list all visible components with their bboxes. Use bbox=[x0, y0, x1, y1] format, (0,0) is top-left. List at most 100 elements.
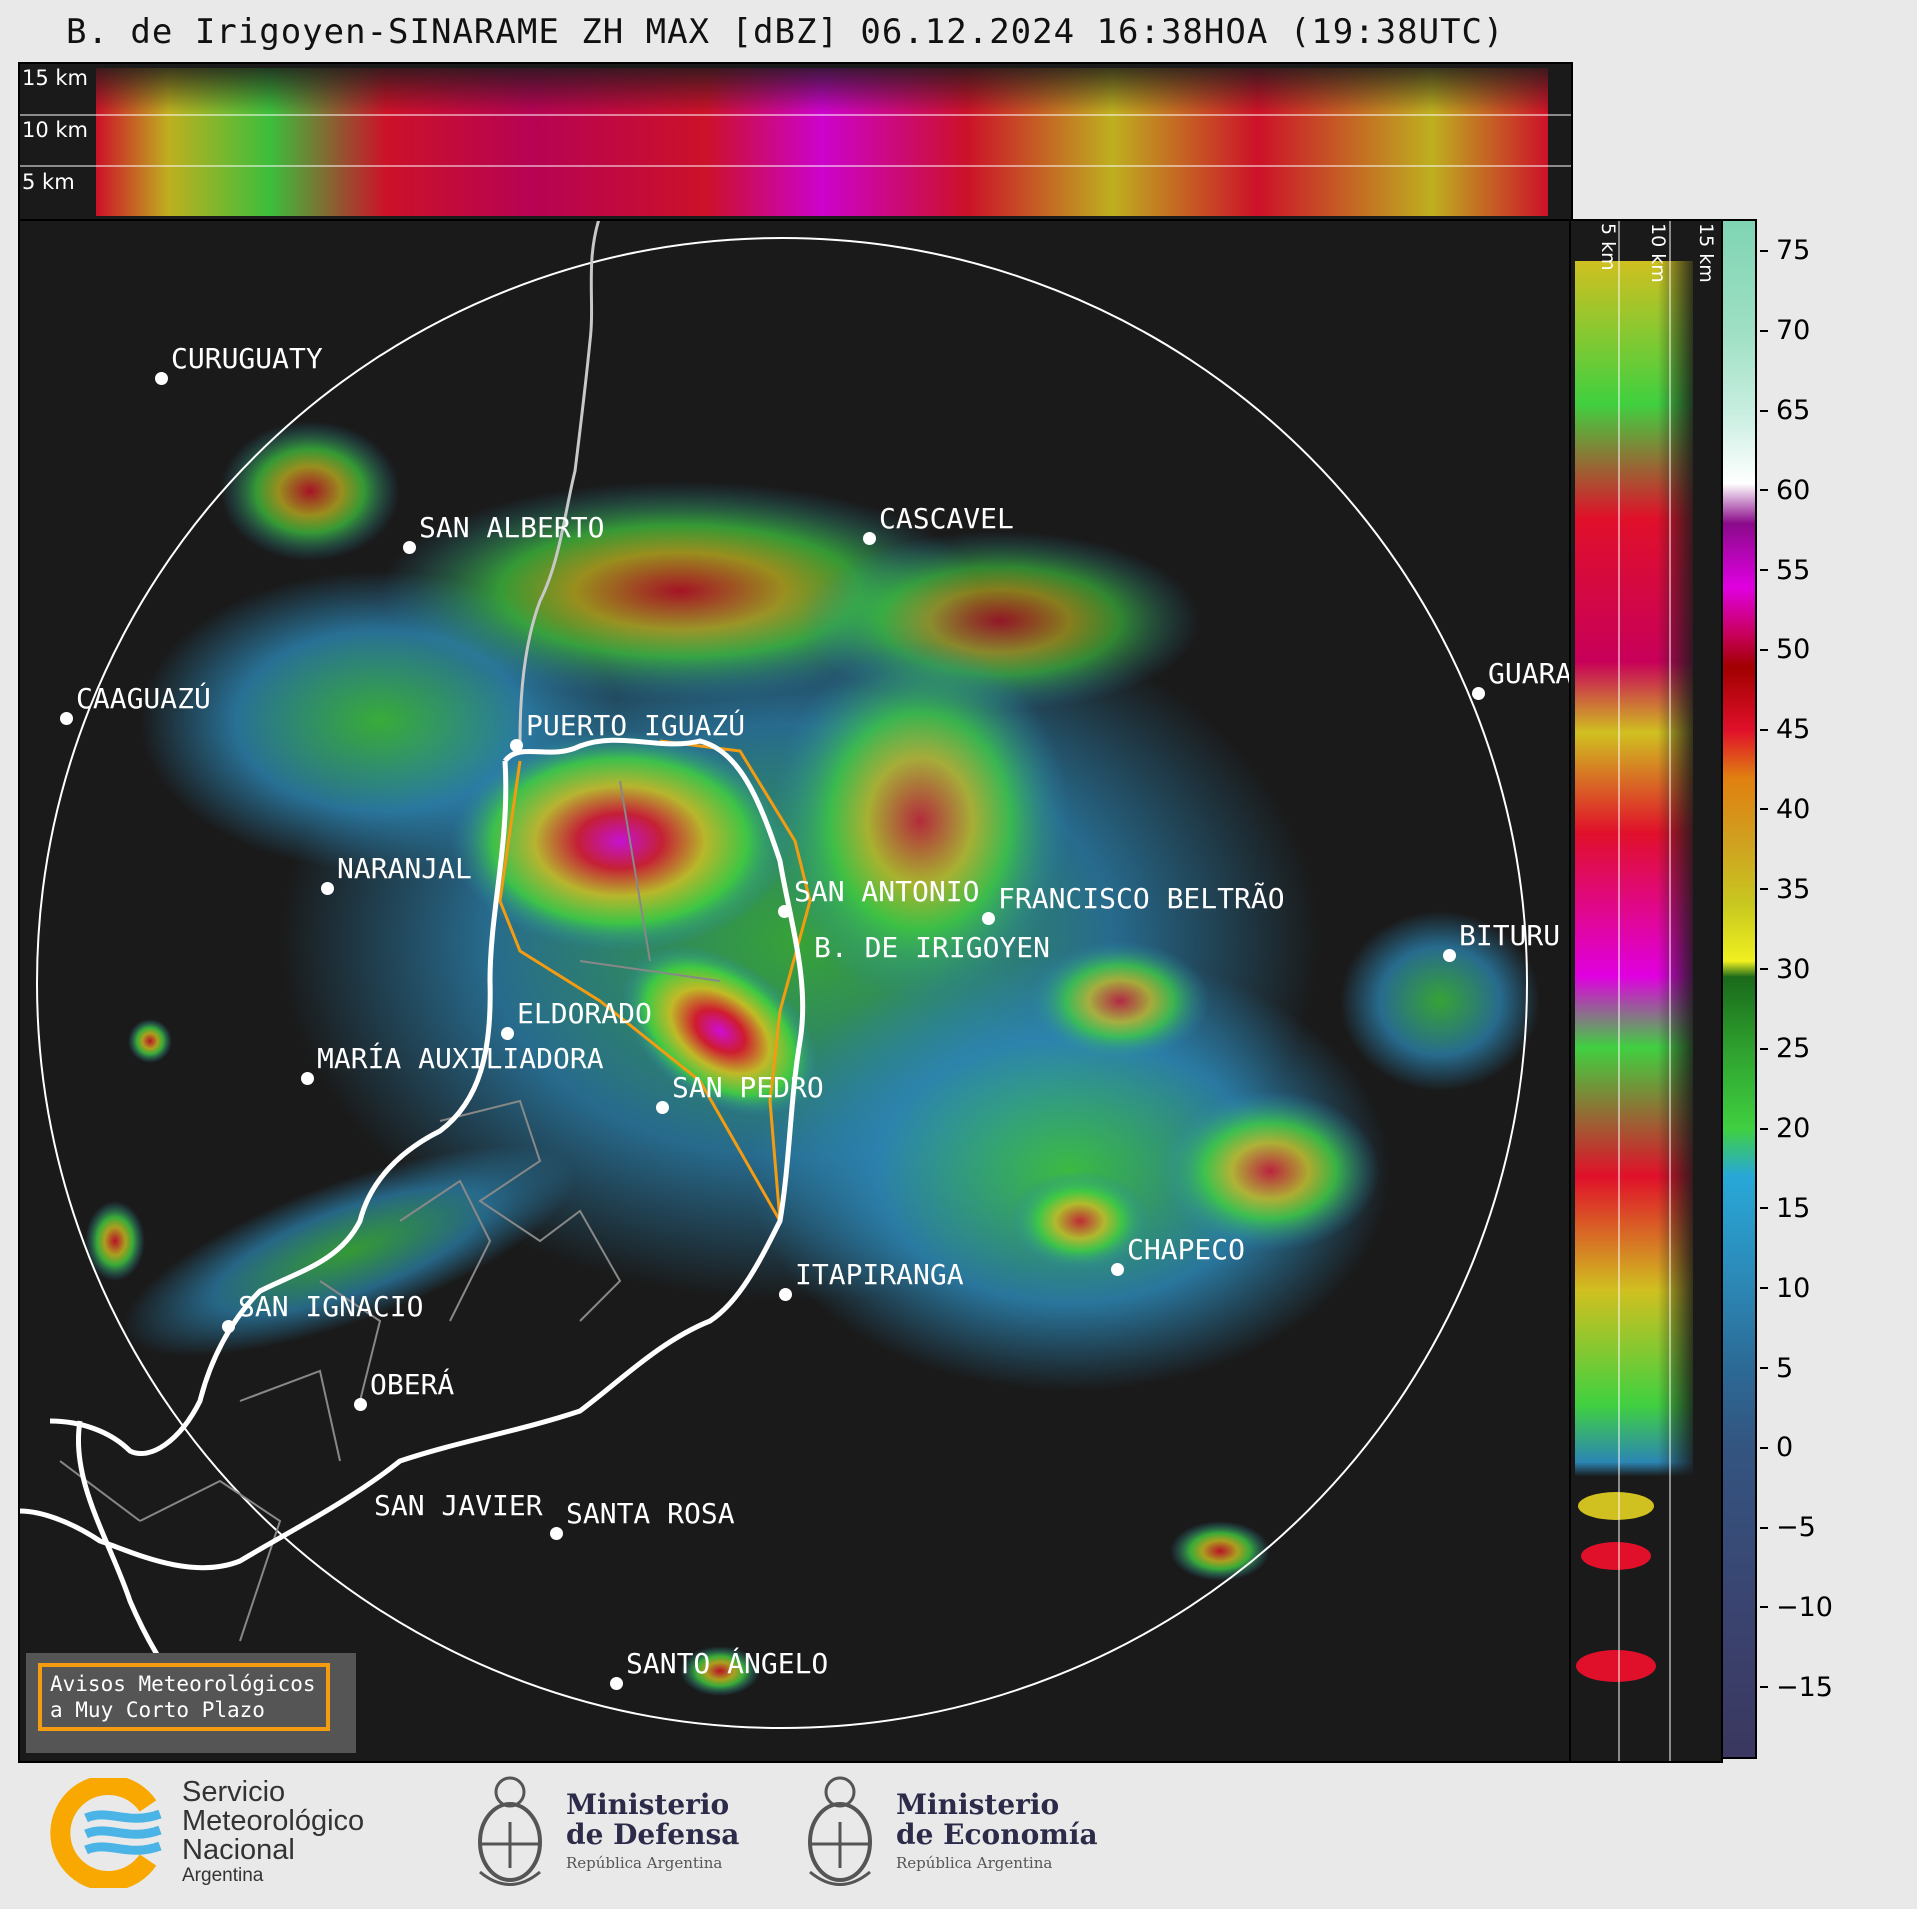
avisos-text: Avisos Meteorológicos a Muy Corto Plazo bbox=[38, 1663, 330, 1731]
colorbar-tick: 75 bbox=[1760, 235, 1810, 266]
tick-mark bbox=[1760, 1047, 1768, 1050]
tick-mark bbox=[1760, 249, 1768, 252]
colorbar-tick: −5 bbox=[1760, 1512, 1816, 1543]
city-marker-icon bbox=[1111, 1263, 1124, 1276]
dbz-colorbar bbox=[1721, 219, 1757, 1759]
coat-of-arms-icon bbox=[808, 1776, 872, 1886]
colorbar-tick: 50 bbox=[1760, 634, 1810, 665]
height-label-10km: 10 km bbox=[22, 118, 89, 142]
tick-label: 40 bbox=[1776, 793, 1811, 825]
tick-label: 35 bbox=[1776, 873, 1811, 905]
chart-title: B. de Irigoyen-SINARAME ZH MAX [dBZ] 06.… bbox=[66, 12, 1505, 52]
top-cross-section: 15 km 10 km 5 km bbox=[18, 62, 1573, 221]
height-label-15km: 15 km bbox=[1695, 223, 1717, 283]
economia-text: Ministerio de Economía bbox=[896, 1790, 1098, 1850]
smn-line-1: Servicio bbox=[182, 1776, 286, 1808]
tick-mark bbox=[1760, 1526, 1768, 1529]
colorbar-tick: −10 bbox=[1760, 1592, 1833, 1623]
footer-logos: Servicio Meteorológico Nacional Argentin… bbox=[0, 1762, 1917, 1909]
colorbar-tick: 20 bbox=[1760, 1113, 1810, 1144]
height-label-15km: 15 km bbox=[22, 66, 89, 90]
tick-mark bbox=[1760, 1367, 1768, 1369]
smn-logo-icon bbox=[50, 1778, 162, 1888]
defensa-line-1: Ministerio bbox=[566, 1788, 730, 1821]
city-marker-icon bbox=[301, 1072, 314, 1085]
colorbar-tick: 35 bbox=[1760, 874, 1810, 905]
city-marker-icon bbox=[354, 1398, 367, 1411]
city-marker-icon bbox=[982, 912, 995, 925]
colorbar-tick: 30 bbox=[1760, 954, 1810, 985]
colorbar-tick: 5 bbox=[1760, 1353, 1793, 1384]
tick-mark bbox=[1760, 1686, 1768, 1689]
colorbar-tick: 0 bbox=[1760, 1432, 1793, 1463]
defensa-text: Ministerio de Defensa bbox=[566, 1790, 739, 1850]
height-label-5km: 5 km bbox=[22, 170, 75, 194]
economia-line-3: República Argentina bbox=[896, 1854, 1053, 1872]
city-marker-icon bbox=[1472, 687, 1485, 700]
colorbar-tick: 55 bbox=[1760, 555, 1810, 586]
defensa-line-2: de Defensa bbox=[566, 1818, 740, 1851]
economia-line-1: Ministerio bbox=[896, 1788, 1060, 1821]
tick-mark bbox=[1760, 569, 1768, 572]
city-marker-icon bbox=[550, 1527, 563, 1540]
avisos-box: Avisos Meteorológicos a Muy Corto Plazo bbox=[26, 1653, 356, 1753]
tick-mark bbox=[1760, 648, 1768, 651]
economia-line-2: de Economía bbox=[896, 1818, 1098, 1851]
tick-label: 0 bbox=[1776, 1432, 1794, 1464]
city-marker-icon bbox=[222, 1320, 235, 1333]
city-marker-icon bbox=[610, 1677, 623, 1690]
city-marker-icon bbox=[779, 1288, 792, 1301]
tick-label: 25 bbox=[1776, 1033, 1811, 1065]
avisos-line-2: a Muy Corto Plazo bbox=[50, 1698, 265, 1722]
tick-mark bbox=[1760, 728, 1768, 731]
tick-mark bbox=[1760, 1606, 1768, 1609]
coat-of-arms-icon bbox=[478, 1776, 542, 1886]
smn-line-3: Nacional bbox=[182, 1834, 295, 1866]
height-label-5km: 5 km bbox=[1597, 223, 1619, 271]
tick-mark bbox=[1760, 1207, 1768, 1210]
tick-mark bbox=[1760, 489, 1768, 492]
city-marker-icon bbox=[60, 712, 73, 725]
smn-line-4: Argentina bbox=[182, 1865, 264, 1886]
colorbar-tick: 45 bbox=[1760, 714, 1810, 745]
city-marker-icon bbox=[501, 1027, 514, 1040]
tick-mark bbox=[1760, 968, 1768, 971]
tick-label: 50 bbox=[1776, 634, 1811, 666]
tick-label: 15 bbox=[1776, 1192, 1811, 1224]
height-label-10km: 10 km bbox=[1647, 223, 1669, 283]
tick-label: 5 bbox=[1776, 1352, 1794, 1384]
tick-label: −15 bbox=[1776, 1671, 1833, 1703]
tick-mark bbox=[1760, 1446, 1768, 1449]
city-marker-icon bbox=[778, 905, 791, 918]
tick-mark bbox=[1760, 329, 1768, 332]
tick-mark bbox=[1760, 808, 1768, 811]
tick-label: 10 bbox=[1776, 1272, 1811, 1304]
tick-mark bbox=[1760, 409, 1768, 412]
city-marker-icon bbox=[321, 882, 334, 895]
colorbar-ticks: 75 70 65 60 55 50 45 40 35 30 25 20 15 10 5 0 −5 −10 −15 bbox=[1760, 219, 1910, 1759]
defensa-line-3: República Argentina bbox=[566, 1854, 723, 1872]
city-marker-icon bbox=[403, 541, 416, 554]
tick-mark bbox=[1760, 888, 1768, 891]
tick-label: 55 bbox=[1776, 554, 1811, 586]
tick-label: 45 bbox=[1776, 714, 1811, 746]
tick-label: −10 bbox=[1776, 1591, 1833, 1623]
tick-label: 70 bbox=[1776, 315, 1811, 347]
colorbar-tick: 25 bbox=[1760, 1033, 1810, 1064]
city-marker-icon bbox=[1443, 949, 1456, 962]
avisos-line-1: Avisos Meteorológicos bbox=[50, 1672, 316, 1696]
radar-map: CURUGUATY SAN ALBERTO CASCAVEL CAAGUAZÚ … bbox=[18, 219, 1573, 1763]
colorbar-tick: 40 bbox=[1760, 794, 1810, 825]
colorbar-tick: 65 bbox=[1760, 395, 1810, 426]
tick-mark bbox=[1760, 1127, 1768, 1130]
tick-label: −5 bbox=[1776, 1512, 1816, 1544]
tick-label: 20 bbox=[1776, 1113, 1811, 1145]
tick-label: 30 bbox=[1776, 953, 1811, 985]
city-marker-icon bbox=[656, 1101, 669, 1114]
tick-mark bbox=[1760, 1287, 1768, 1290]
smn-line-2: Meteorológico bbox=[182, 1805, 365, 1837]
city-marker-icon bbox=[510, 739, 523, 752]
right-cross-section: 5 km 10 km 15 km bbox=[1569, 219, 1723, 1763]
tick-label: 60 bbox=[1776, 474, 1811, 506]
city-marker-icon bbox=[863, 532, 876, 545]
